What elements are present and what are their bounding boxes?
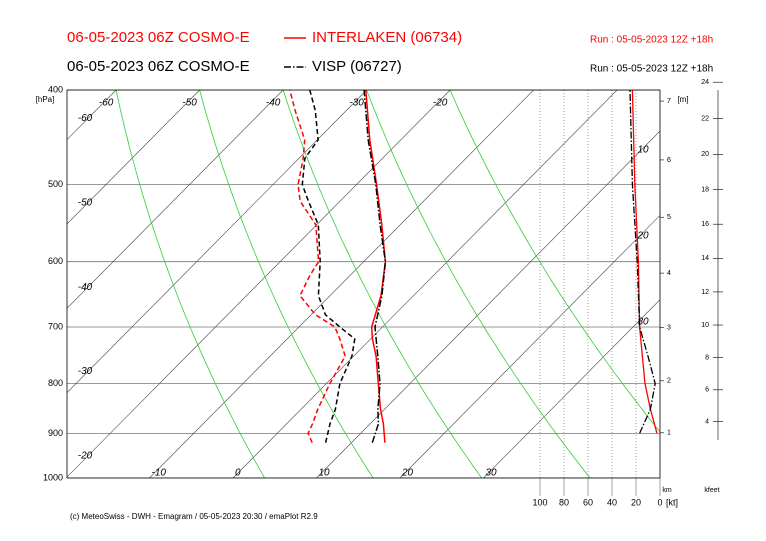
temperature-label: 30 — [486, 468, 498, 479]
isotherm — [67, 90, 200, 225]
adiabat-label: -30 — [349, 98, 364, 109]
isotherm-label: -40 — [78, 282, 93, 293]
right-label: 30 — [637, 317, 649, 328]
dry-adiabat — [115, 90, 265, 478]
kfeet-label: 12 — [701, 289, 709, 296]
kfeet-label: 20 — [701, 151, 709, 158]
isotherm — [67, 90, 367, 394]
dry-adiabat — [199, 90, 374, 478]
km-label: 6 — [667, 157, 671, 164]
kfeet-label: 24 — [701, 79, 709, 86]
isotherm — [316, 130, 660, 478]
wind-tick-label: 40 — [607, 497, 617, 507]
station-name: VISP (06727) — [312, 58, 402, 75]
km-label: 3 — [667, 324, 671, 331]
kfeet-label: kfeet — [704, 487, 719, 494]
temperature-label: 20 — [401, 468, 414, 479]
pressure-label: 800 — [48, 378, 63, 388]
pressure-label: 1000 — [43, 472, 63, 482]
isotherm-label: -20 — [78, 450, 93, 461]
pressure-label: 700 — [48, 321, 63, 331]
run-label: Run : 05-05-2023 12Z +18h — [590, 35, 713, 46]
kfeet-label: 14 — [701, 255, 709, 262]
right-label: 20 — [636, 231, 649, 242]
km-label: km — [662, 487, 672, 494]
dry-adiabat — [282, 90, 482, 478]
wind-unit: [kt] — [666, 497, 678, 507]
footer: (c) MeteoSwiss - DWH - Emagram / 05-05-2… — [70, 512, 318, 521]
dry-adiabat — [366, 90, 591, 478]
isotherm — [399, 214, 660, 478]
dewpoint-curve — [289, 90, 347, 444]
run-label: Run : 05-05-2023 12Z +18h — [590, 64, 713, 75]
kfeet-label: 16 — [701, 221, 709, 228]
isotherm-label: -30 — [78, 366, 93, 377]
km-label: 1 — [667, 430, 671, 437]
adiabat-label: -60 — [99, 98, 114, 109]
kfeet-label: 6 — [705, 387, 709, 394]
pressure-unit: [hPa] — [36, 95, 55, 104]
wind-tick-label: 60 — [583, 497, 593, 507]
km-label: 2 — [667, 378, 671, 385]
right-label: 10 — [637, 145, 649, 156]
isotherm — [232, 90, 618, 478]
dry-adiabat — [449, 90, 660, 433]
km-unit: [m] — [677, 95, 688, 104]
temperature-label: -10 — [152, 468, 167, 479]
station-name: INTERLAKEN (06734) — [312, 29, 462, 46]
pressure-label: 400 — [48, 84, 63, 94]
model-label: 06-05-2023 06Z COSMO-E — [67, 58, 250, 75]
adiabat-label: -20 — [433, 98, 448, 109]
temperature-label: 10 — [319, 468, 331, 479]
km-label: 5 — [667, 214, 671, 221]
kfeet-label: 18 — [701, 186, 709, 193]
isotherm — [149, 90, 534, 478]
kfeet-label: 8 — [705, 355, 709, 362]
isotherm-label: -50 — [78, 197, 93, 208]
wind-tick-label: 100 — [532, 497, 547, 507]
isotherm — [67, 90, 451, 478]
isotherm — [483, 299, 660, 478]
wind-tick-label: 80 — [559, 497, 569, 507]
temperature-curve — [365, 90, 387, 443]
adiabat-label: -40 — [266, 98, 281, 109]
wind-tick-label: 0 — [657, 497, 662, 507]
model-label: 06-05-2023 06Z COSMO-E — [67, 29, 250, 46]
km-label: 4 — [667, 270, 671, 277]
pressure-label: 500 — [48, 179, 63, 189]
kfeet-label: 22 — [701, 115, 709, 122]
temperature-curve — [363, 90, 387, 443]
plot-frame — [66, 89, 661, 479]
temperature-label: 0 — [235, 468, 241, 479]
isotherm-label: -60 — [78, 113, 93, 124]
plot-curves — [289, 90, 658, 444]
kfeet-label: 4 — [705, 418, 709, 425]
adiabat-label: -50 — [182, 98, 197, 109]
plot-grid — [67, 90, 660, 478]
wind-tick-label: 20 — [631, 497, 641, 507]
pressure-label: 900 — [48, 428, 63, 438]
kfeet-label: 10 — [701, 322, 709, 329]
pressure-label: 600 — [48, 256, 63, 266]
dewpoint-curve — [301, 90, 356, 443]
wind-speed-curve — [629, 90, 656, 434]
km-label: 7 — [667, 98, 671, 105]
